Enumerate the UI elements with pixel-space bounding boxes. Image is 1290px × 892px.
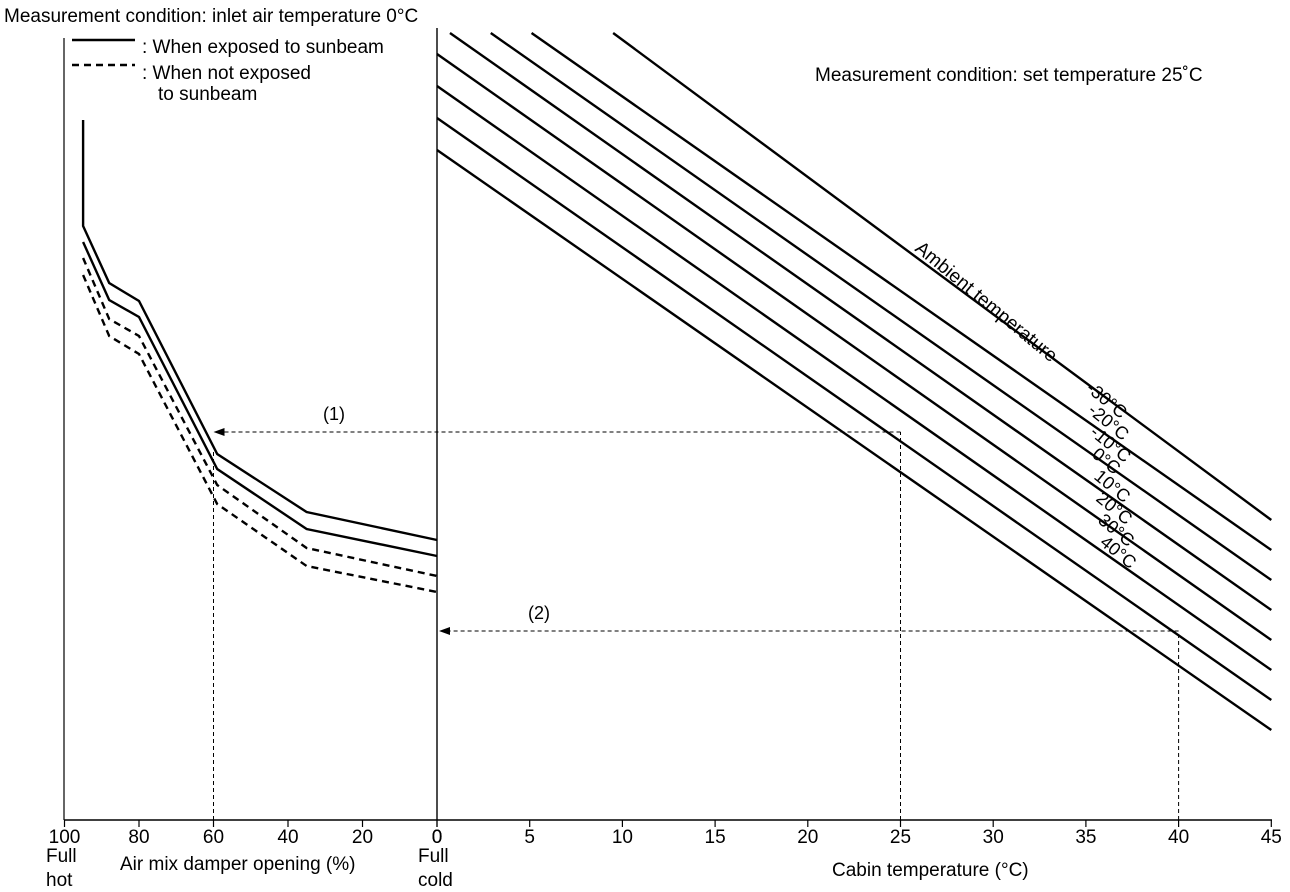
damper-curves [81, 120, 438, 594]
ambient-line-40°C [436, 149, 1272, 731]
damper-tick-label-0: 0 [432, 827, 443, 848]
cabin-tick-label-10: 10 [612, 827, 633, 848]
full-hot-label-line1: Full [46, 846, 77, 867]
annotation-arrows: (1) (2) [213, 404, 1180, 820]
cabin-tick-label-40: 40 [1168, 827, 1189, 848]
damper-axis-label: Air mix damper opening (%) [120, 854, 355, 875]
damper-tick-label-100: 100 [49, 827, 81, 848]
legend-solid-label: : When exposed to sunbeam [142, 37, 384, 58]
legend-dashed-label-line1: : When not exposed [142, 63, 311, 84]
damper-tick-label-80: 80 [128, 827, 149, 848]
cabin-tick-label-25: 25 [890, 827, 911, 848]
annotation-1-arrowhead [213, 428, 225, 436]
annotation-1-label: (1) [323, 404, 345, 424]
cabin-axis-label: Cabin temperature (°C) [832, 860, 1029, 881]
left-measurement-condition: Measurement condition: inlet air tempera… [4, 6, 418, 27]
damper-x-ticks: 100 80 60 40 20 0 [49, 820, 443, 848]
damper-curve-dashed-2 [81, 257, 438, 578]
ambient-line-10°C [436, 53, 1272, 641]
cabin-x-ticks: 0 5 10 15 20 25 30 35 40 45 [432, 820, 1282, 848]
annotation-2-arrowhead [439, 627, 450, 635]
damper-tick-label-60: 60 [203, 827, 224, 848]
ambient-line-20°C [436, 85, 1272, 671]
right-measurement-condition: Measurement condition: set temperature 2… [815, 65, 1203, 86]
cabin-tick-label-15: 15 [705, 827, 726, 848]
ambient-line--30°C [612, 32, 1273, 521]
ambient-series-title: Ambient temperature [911, 238, 1061, 367]
damper-tick-label-20: 20 [352, 827, 373, 848]
ambient-line-30°C [436, 117, 1272, 701]
annotation-2-label: (2) [528, 603, 550, 623]
cabin-tick-label-20: 20 [797, 827, 818, 848]
full-cold-label-line2: cold [418, 870, 453, 891]
full-cold-label-line1: Full [418, 846, 449, 867]
damper-curve-dashed-3 [81, 274, 438, 594]
full-hot-label-line2: hot [46, 870, 73, 891]
ambient-lines: -30°C-20°C-10°C0°C10°C20°C30°C40°C [436, 32, 1273, 731]
ambient-line--20°C [530, 32, 1272, 551]
damper-curve-solid-0 [81, 120, 438, 542]
cabin-tick-label-45: 45 [1261, 827, 1282, 848]
ambient-line--10°C [490, 32, 1272, 581]
ambient-line-0°C [449, 32, 1272, 611]
damper-curve-solid-1 [82, 241, 438, 558]
cabin-tick-label-0: 0 [432, 827, 443, 848]
legend-dashed-label-line2: to sunbeam [158, 84, 257, 105]
cabin-tick-label-5: 5 [524, 827, 535, 848]
cabin-tick-label-35: 35 [1075, 827, 1096, 848]
damper-tick-label-40: 40 [277, 827, 298, 848]
cabin-tick-label-30: 30 [983, 827, 1004, 848]
